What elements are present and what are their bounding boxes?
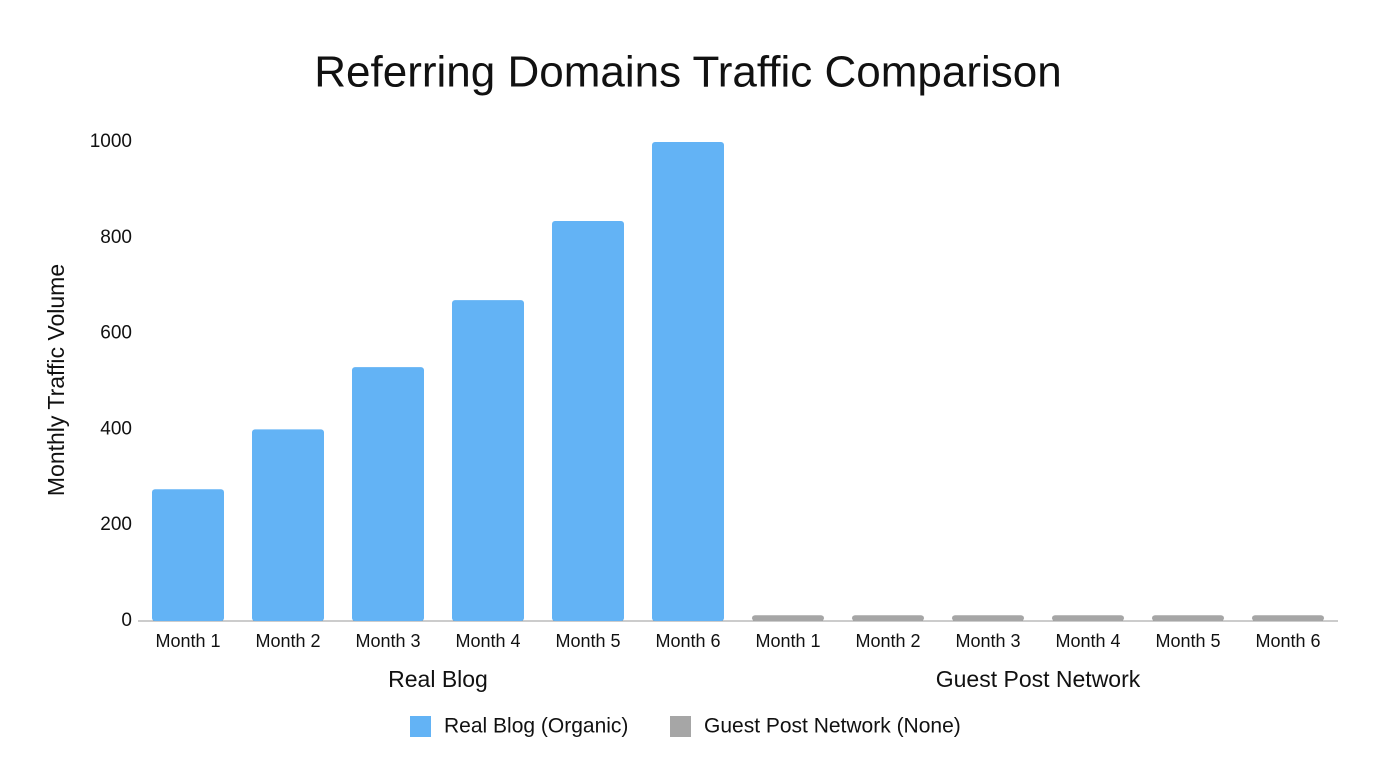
bar [452, 300, 524, 621]
legend-swatch [410, 716, 431, 737]
bar [652, 142, 724, 621]
bar [1252, 615, 1324, 621]
x-tick-label: Month 5 [555, 631, 620, 651]
x-tick-label: Month 4 [455, 631, 520, 651]
x-tick-label: Month 1 [155, 631, 220, 651]
y-tick-label: 600 [100, 323, 132, 344]
x-tick-label: Month 6 [1255, 631, 1320, 651]
y-tick-label: 200 [100, 514, 132, 535]
x-tick-label: Month 2 [255, 631, 320, 651]
x-tick-label: Month 6 [655, 631, 720, 651]
bar [852, 615, 924, 621]
x-tick-label: Month 4 [1055, 631, 1120, 651]
bar [952, 615, 1024, 621]
legend-swatch [670, 716, 691, 737]
group-label: Real Blog [388, 666, 488, 692]
y-tick-label: 400 [100, 418, 132, 439]
y-tick-label: 1000 [90, 131, 132, 152]
bar [552, 221, 624, 621]
y-axis-label: Monthly Traffic Volume [43, 264, 69, 496]
legend-label: Real Blog (Organic) [444, 715, 628, 738]
y-tick-label: 800 [100, 227, 132, 248]
x-tick-label: Month 5 [1155, 631, 1220, 651]
bar [252, 429, 324, 621]
x-tick-label: Month 1 [755, 631, 820, 651]
legend-label: Guest Post Network (None) [704, 715, 961, 738]
x-tick-label: Month 3 [955, 631, 1020, 651]
bar [152, 489, 224, 621]
y-tick-label: 0 [121, 610, 132, 631]
bar [352, 367, 424, 621]
chart-title: Referring Domains Traffic Comparison [314, 48, 1061, 97]
group-label: Guest Post Network [936, 666, 1141, 692]
x-tick-label: Month 3 [355, 631, 420, 651]
bar [752, 615, 824, 621]
x-tick-label: Month 2 [855, 631, 920, 651]
bar [1052, 615, 1124, 621]
bar [1152, 615, 1224, 621]
